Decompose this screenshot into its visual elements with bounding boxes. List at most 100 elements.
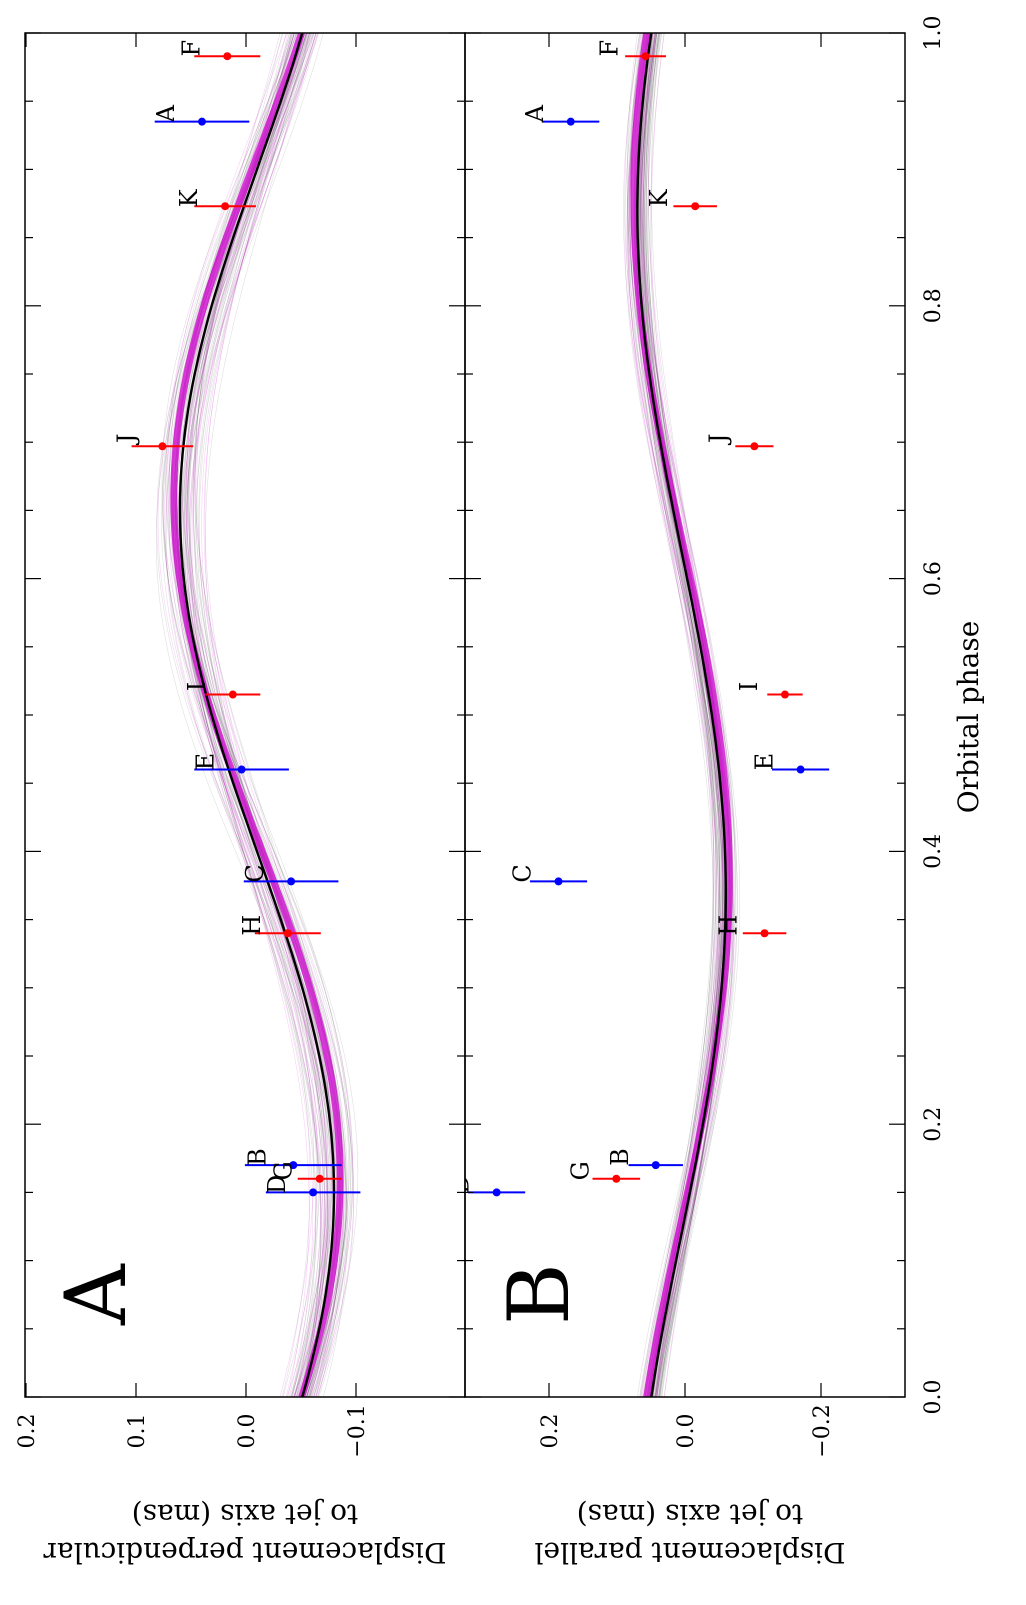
point-label-K: K bbox=[645, 188, 673, 207]
model-sample-curve bbox=[628, 33, 725, 1397]
point-label-I: I bbox=[735, 682, 763, 691]
model-sample-curve bbox=[639, 33, 727, 1397]
panel-b-ylabel-line2: to jet axis (mas) bbox=[577, 1498, 804, 1531]
plot-area: A B C D E F G H I J K A B C D E F G H I J K bbox=[112, 33, 830, 1397]
model-sample-curve bbox=[174, 33, 359, 1397]
data-point-G bbox=[612, 1174, 621, 1183]
model-sample-curve bbox=[192, 33, 325, 1397]
model-sample-curve bbox=[193, 33, 323, 1397]
point-label-E: E bbox=[751, 753, 779, 771]
model-sample-curve bbox=[196, 33, 336, 1397]
point-label-H: H bbox=[715, 915, 743, 936]
phase-tick-label: 0.8 bbox=[921, 288, 946, 323]
model-sample-curve bbox=[172, 33, 354, 1397]
point-label-J: J bbox=[704, 433, 732, 446]
data-point-D bbox=[492, 1188, 501, 1197]
model-sample-curve bbox=[162, 33, 348, 1397]
data-point-I bbox=[780, 690, 789, 699]
value-tick-label: −0.1 bbox=[345, 1404, 370, 1457]
model-sample-curve bbox=[165, 33, 334, 1397]
data-point-H bbox=[283, 929, 292, 938]
point-label-D: D bbox=[447, 1175, 475, 1194]
model-sample-curve bbox=[179, 33, 329, 1397]
model-sample-curve bbox=[204, 33, 329, 1397]
point-label-D: D bbox=[263, 1175, 291, 1194]
model-sample-curve bbox=[172, 33, 328, 1397]
data-point-K bbox=[221, 202, 230, 211]
phase-tick-label: 0.0 bbox=[921, 1380, 946, 1415]
model-sample-curve bbox=[643, 33, 714, 1397]
point-label-C: C bbox=[241, 864, 269, 882]
point-label-A: A bbox=[152, 104, 180, 123]
model-sample-curve bbox=[643, 33, 719, 1397]
model-sample-curve bbox=[645, 33, 717, 1397]
value-tick-label: −0.2 bbox=[810, 1404, 835, 1457]
point-label-I: I bbox=[183, 682, 211, 691]
phase-tick-label: 1.0 bbox=[921, 16, 946, 51]
point-label-F: F bbox=[177, 40, 205, 57]
data-point-J bbox=[158, 442, 167, 451]
model-sample-curve bbox=[177, 33, 321, 1397]
panel-b-letter: B bbox=[490, 1263, 588, 1325]
model-sample-curve bbox=[643, 33, 715, 1397]
model-sample-curve bbox=[181, 33, 321, 1397]
axes-frames: 0.2 0.1 0.0 −0.1 0.2 0.0 −0.2 0.0 0.2 0.4 0.6 0.8 1.… bbox=[15, 16, 946, 1458]
phase-tick-label: 0.4 bbox=[921, 834, 946, 869]
model-sample-curve bbox=[199, 33, 331, 1397]
model-sample-curve bbox=[169, 33, 352, 1397]
model-sample-curve bbox=[184, 33, 322, 1397]
model-sample-curve bbox=[644, 33, 714, 1397]
value-tick-label: 0.0 bbox=[235, 1414, 260, 1449]
value-tick-label: 0.0 bbox=[674, 1414, 699, 1449]
model-sample-curve bbox=[186, 33, 310, 1397]
model-sample-curve bbox=[203, 33, 325, 1397]
point-label-A: A bbox=[521, 104, 549, 123]
model-sample-curve bbox=[201, 33, 328, 1397]
model-sample-curve bbox=[185, 33, 346, 1397]
panel-a-letter: A bbox=[47, 1263, 145, 1326]
data-point-K bbox=[691, 202, 700, 211]
data-point-F bbox=[641, 52, 650, 61]
model-sample-curve bbox=[193, 33, 329, 1397]
point-label-G: G bbox=[566, 1161, 594, 1180]
model-sample-curve bbox=[650, 33, 725, 1397]
phase-tick-label: 0.6 bbox=[921, 561, 946, 596]
model-sample-curve bbox=[183, 33, 322, 1397]
model-sample-curve bbox=[185, 33, 314, 1397]
data-point-I bbox=[228, 690, 237, 699]
model-sample-curve bbox=[173, 33, 348, 1397]
value-tick-label: 0.2 bbox=[15, 1414, 40, 1449]
point-label-K: K bbox=[175, 188, 203, 207]
data-point-C bbox=[287, 877, 296, 886]
model-sample-curve bbox=[651, 33, 724, 1397]
model-sample-curve bbox=[198, 33, 326, 1397]
model-sample-curve bbox=[181, 33, 326, 1397]
value-tick-label: 0.2 bbox=[538, 1414, 563, 1449]
phase-tick-label: 0.2 bbox=[921, 1107, 946, 1142]
data-point-G bbox=[315, 1174, 324, 1183]
panel-0-data: A B C D E F G H I J K bbox=[112, 33, 361, 1397]
model-sample-curve bbox=[175, 33, 347, 1397]
panel-a-ylabel-line2: to jet axis (mas) bbox=[132, 1498, 359, 1531]
data-point-D bbox=[309, 1188, 318, 1197]
model-sample-curve bbox=[640, 33, 714, 1397]
data-point-C bbox=[554, 877, 563, 886]
data-point-A bbox=[198, 117, 206, 126]
model-sample-curve bbox=[637, 33, 720, 1397]
data-point-B bbox=[651, 1161, 660, 1170]
model-sample-curve bbox=[642, 33, 725, 1397]
data-point-J bbox=[750, 442, 759, 451]
data-point-E bbox=[796, 765, 805, 774]
point-label-G: G bbox=[270, 1161, 298, 1180]
point-label-B: B bbox=[243, 1148, 271, 1166]
panel-1-data: A B C D E F G H I J K bbox=[447, 33, 830, 1397]
model-best-curve bbox=[178, 33, 336, 1397]
panel-a-ylabel-line1: Displacement perpendicular bbox=[43, 1536, 447, 1569]
point-label-H: H bbox=[238, 915, 266, 936]
model-sample-curve bbox=[181, 33, 321, 1397]
model-sample-curve bbox=[177, 33, 334, 1397]
point-label-J: J bbox=[112, 433, 140, 446]
x-axis-title: Orbital phase bbox=[952, 621, 985, 814]
